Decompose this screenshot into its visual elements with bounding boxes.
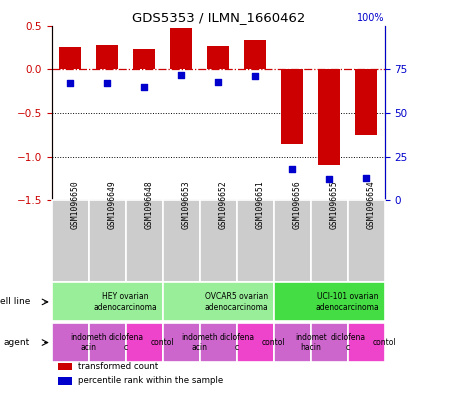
Text: HEY ovarian
adenocarcinoma: HEY ovarian adenocarcinoma — [94, 292, 158, 312]
Point — [215, 78, 222, 84]
Text: GSM1096653: GSM1096653 — [181, 180, 190, 229]
Text: transformed count: transformed count — [78, 362, 159, 371]
Bar — [274, 283, 385, 321]
Text: GSM1096656: GSM1096656 — [292, 180, 301, 229]
Bar — [52, 200, 89, 282]
Point — [141, 84, 148, 90]
Point — [178, 72, 185, 78]
Bar — [163, 323, 200, 362]
Bar — [348, 200, 385, 282]
Bar — [170, 28, 192, 69]
Bar — [89, 200, 126, 282]
Text: GSM1096655: GSM1096655 — [329, 180, 338, 229]
Bar — [133, 49, 155, 69]
Text: 100%: 100% — [357, 13, 385, 24]
Bar — [348, 323, 385, 362]
Text: indometh
acin: indometh acin — [71, 333, 107, 352]
Text: GSM1096648: GSM1096648 — [144, 180, 153, 229]
Bar — [311, 200, 348, 282]
Bar — [96, 45, 118, 69]
Text: diclofena
c: diclofena c — [219, 333, 254, 352]
Bar — [281, 69, 303, 143]
Bar — [207, 46, 230, 69]
Bar — [52, 283, 163, 321]
Text: contol: contol — [151, 338, 175, 347]
Point — [363, 174, 370, 181]
Bar — [126, 200, 163, 282]
Text: OVCAR5 ovarian
adenocarcinoma: OVCAR5 ovarian adenocarcinoma — [205, 292, 269, 312]
Text: diclofena
c: diclofena c — [108, 333, 143, 352]
Point — [288, 166, 296, 172]
Text: indometh
acin: indometh acin — [181, 333, 218, 352]
Text: cell line: cell line — [0, 298, 30, 307]
Bar — [89, 323, 126, 362]
Text: contol: contol — [373, 338, 396, 347]
Text: diclofena
c: diclofena c — [330, 333, 365, 352]
Bar — [58, 377, 72, 385]
Bar — [244, 40, 266, 69]
Text: GSM1096651: GSM1096651 — [255, 180, 264, 229]
Text: GSM1096650: GSM1096650 — [70, 180, 79, 229]
Point — [104, 80, 111, 86]
Text: contol: contol — [262, 338, 286, 347]
Bar — [52, 323, 89, 362]
Bar — [163, 200, 200, 282]
Bar — [126, 323, 163, 362]
Bar — [237, 323, 274, 362]
Bar — [274, 323, 311, 362]
Bar — [163, 283, 274, 321]
Bar — [58, 363, 72, 370]
Text: percentile rank within the sample: percentile rank within the sample — [78, 376, 224, 386]
Bar — [274, 200, 311, 282]
Point — [67, 80, 74, 86]
Bar — [318, 69, 340, 165]
Title: GDS5353 / ILMN_1660462: GDS5353 / ILMN_1660462 — [131, 11, 305, 24]
Text: GSM1096652: GSM1096652 — [218, 180, 227, 229]
Bar — [237, 200, 274, 282]
Text: agent: agent — [4, 338, 30, 347]
Text: GSM1096654: GSM1096654 — [366, 180, 375, 229]
Bar — [355, 69, 378, 135]
Bar — [59, 48, 81, 69]
Point — [252, 73, 259, 79]
Point — [326, 176, 333, 183]
Text: GSM1096649: GSM1096649 — [107, 180, 116, 229]
Bar — [200, 323, 237, 362]
Bar — [200, 200, 237, 282]
Text: indomet
hacin: indomet hacin — [295, 333, 327, 352]
Bar — [311, 323, 348, 362]
Text: UCI-101 ovarian
adenocarcinoma: UCI-101 ovarian adenocarcinoma — [316, 292, 380, 312]
